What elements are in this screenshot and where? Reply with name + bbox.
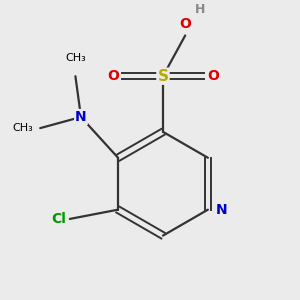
Text: CH₃: CH₃ [12, 123, 33, 133]
Text: S: S [158, 69, 169, 84]
Text: O: O [179, 17, 191, 32]
Text: CH₃: CH₃ [65, 53, 86, 63]
Text: N: N [215, 203, 227, 217]
Text: O: O [207, 69, 219, 83]
Text: Cl: Cl [51, 212, 66, 226]
Text: H: H [195, 3, 205, 16]
Text: O: O [107, 69, 119, 83]
Text: N: N [75, 110, 87, 124]
